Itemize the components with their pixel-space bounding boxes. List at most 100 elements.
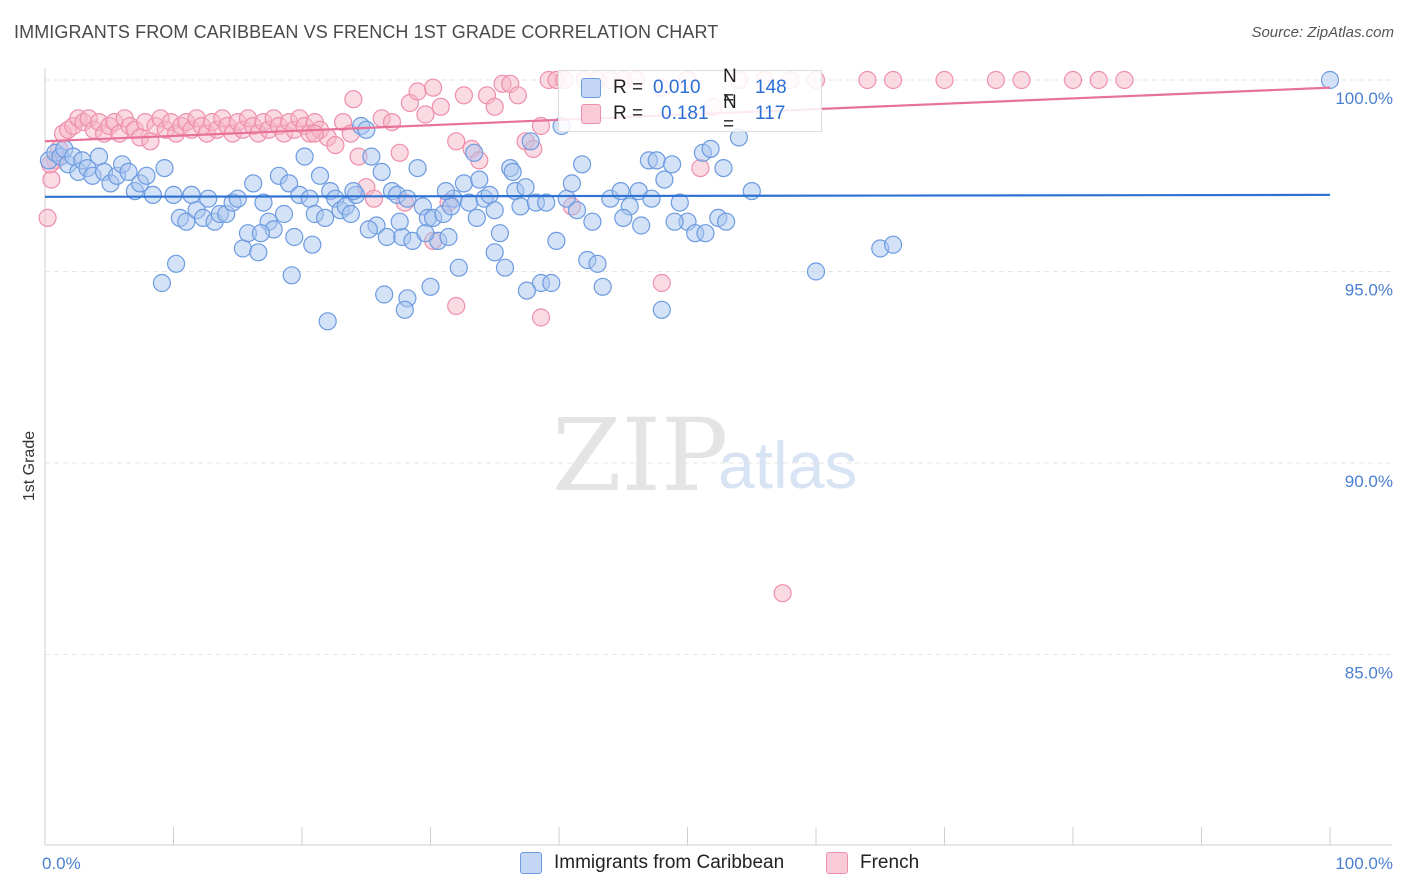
- point-caribbean: [421, 277, 440, 296]
- point-caribbean: [251, 224, 270, 243]
- point-caribbean: [593, 277, 612, 296]
- legend-swatch-pink: [826, 852, 848, 874]
- point-caribbean: [480, 185, 499, 204]
- point-caribbean: [182, 185, 201, 204]
- series-caribbean-points: [39, 70, 1340, 331]
- point-caribbean: [485, 201, 504, 220]
- legend-item-caribbean[interactable]: Immigrants from Caribbean: [520, 852, 784, 874]
- point-french: [42, 170, 61, 189]
- point-french: [326, 136, 345, 155]
- point-caribbean: [408, 159, 427, 178]
- point-french: [652, 273, 671, 293]
- point-caribbean: [742, 182, 761, 201]
- y-axis-label: 1st Grade: [21, 431, 38, 501]
- point-caribbean: [199, 189, 218, 208]
- point-caribbean: [454, 174, 473, 193]
- legend-row-caribbean: R = 0.010 N = 148: [581, 66, 787, 109]
- x-tick-label-min: 0.0%: [42, 854, 81, 873]
- point-caribbean: [164, 185, 183, 204]
- point-caribbean: [647, 151, 666, 170]
- point-french: [1012, 70, 1031, 90]
- point-caribbean: [375, 285, 394, 304]
- point-french: [431, 97, 450, 116]
- point-caribbean: [285, 227, 304, 247]
- point-caribbean: [395, 300, 414, 319]
- point-caribbean: [485, 243, 504, 262]
- legend-n-value: 148: [755, 77, 787, 98]
- point-caribbean: [465, 143, 484, 162]
- point-caribbean: [716, 212, 736, 231]
- legend-swatch-blue: [581, 78, 601, 98]
- point-french: [1089, 70, 1108, 90]
- point-french: [305, 124, 324, 143]
- point-caribbean: [670, 193, 689, 212]
- point-caribbean: [300, 189, 319, 208]
- watermark-atlas: atlas: [718, 428, 857, 502]
- y-tick-label: 85.0%: [1345, 664, 1393, 683]
- point-caribbean: [316, 208, 335, 227]
- point-caribbean: [632, 216, 651, 235]
- point-french: [416, 105, 435, 124]
- point-french: [935, 70, 954, 90]
- point-caribbean: [567, 201, 587, 220]
- point-caribbean: [495, 258, 515, 277]
- point-caribbean: [341, 204, 360, 224]
- point-caribbean: [282, 266, 301, 285]
- point-caribbean: [143, 185, 162, 204]
- correlation-legend: R = 0.010 N = 148 R = 0.181 N = 117: [558, 66, 822, 135]
- point-caribbean: [449, 258, 468, 277]
- point-caribbean: [572, 155, 592, 174]
- point-caribbean: [228, 189, 247, 208]
- series-french-points: [38, 70, 1134, 603]
- point-caribbean: [537, 193, 556, 212]
- tick-labels: 85.0% 90.0% 95.0% 100.0% 0.0% 100.0%: [42, 89, 1393, 873]
- chart-title: IMMIGRANTS FROM CARIBBEAN VS FRENCH 1ST …: [14, 22, 719, 42]
- point-french: [858, 70, 877, 90]
- point-caribbean: [152, 273, 171, 293]
- y-tick-label: 100.0%: [1335, 89, 1393, 108]
- point-caribbean: [547, 231, 566, 250]
- point-caribbean: [244, 174, 263, 193]
- point-caribbean: [357, 120, 376, 139]
- point-caribbean: [665, 212, 684, 231]
- legend-swatch-blue: [520, 852, 542, 874]
- legend-r-value: 0.010: [653, 77, 701, 98]
- point-caribbean: [303, 235, 322, 254]
- point-french: [508, 86, 528, 105]
- point-french: [883, 70, 903, 90]
- point-caribbean: [398, 189, 417, 208]
- legend-row-french: R = 0.181 N = 117: [581, 92, 786, 135]
- point-french: [38, 208, 57, 227]
- point-french: [531, 308, 551, 327]
- point-caribbean: [562, 174, 582, 193]
- point-caribbean: [642, 189, 661, 208]
- point-caribbean: [516, 178, 535, 197]
- point-french: [390, 143, 409, 162]
- point-caribbean: [416, 224, 435, 243]
- axes: [44, 68, 1392, 846]
- point-french: [447, 132, 466, 151]
- point-caribbean: [467, 208, 486, 227]
- point-caribbean: [390, 212, 409, 231]
- legend-r-label: R =: [613, 77, 644, 98]
- legend-n-value: 117: [755, 103, 786, 124]
- point-caribbean: [588, 254, 607, 273]
- point-caribbean: [714, 159, 733, 178]
- point-caribbean: [362, 147, 381, 166]
- point-caribbean: [521, 132, 540, 151]
- point-caribbean: [177, 212, 196, 231]
- legend-item-french[interactable]: French: [826, 852, 919, 874]
- point-caribbean: [254, 193, 273, 212]
- point-caribbean: [295, 147, 314, 166]
- point-french: [424, 78, 443, 97]
- point-caribbean: [318, 312, 337, 331]
- point-caribbean: [89, 147, 109, 166]
- point-caribbean: [655, 170, 674, 189]
- point-caribbean: [119, 162, 138, 181]
- legend-r-label: R =: [613, 103, 644, 124]
- point-french: [773, 584, 792, 603]
- point-caribbean: [806, 262, 826, 281]
- point-caribbean: [696, 224, 715, 243]
- point-french: [1063, 70, 1083, 90]
